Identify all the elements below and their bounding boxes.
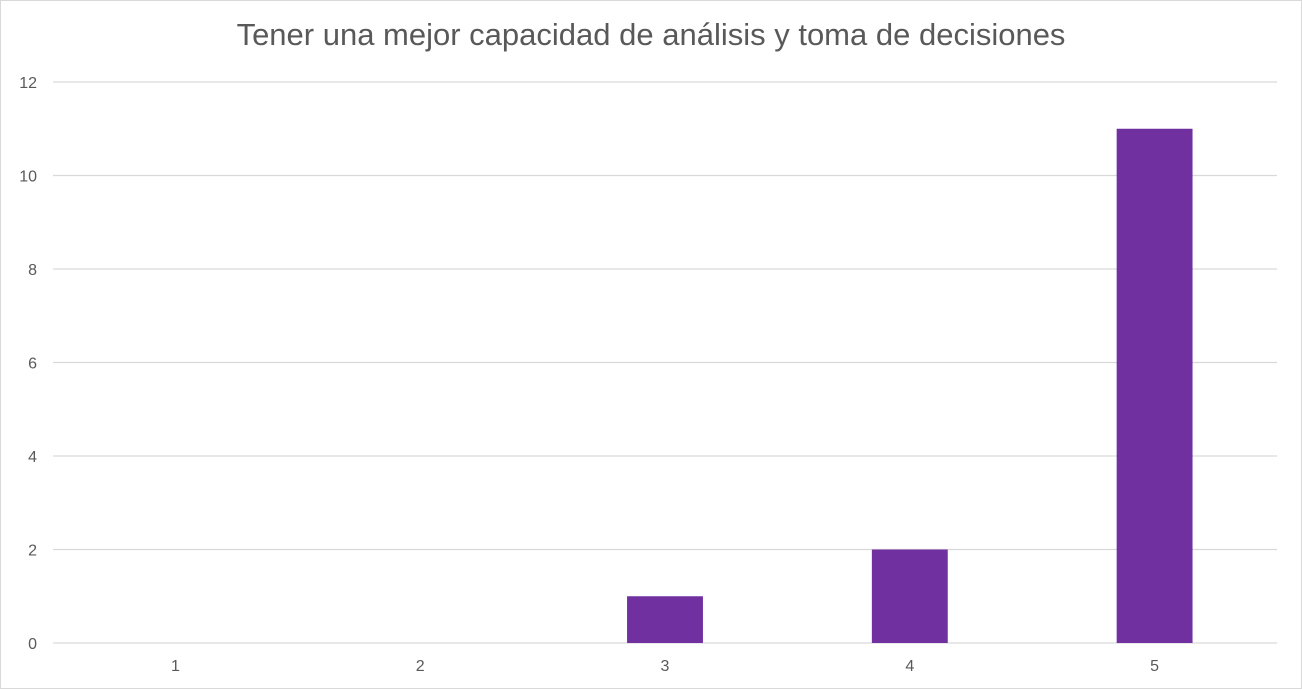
- bar-4: [871, 549, 948, 643]
- chart-title: Tener una mejor capacidad de análisis y …: [236, 17, 1066, 52]
- y-axis-ticks: 0 2 4 6 8 10 12: [19, 75, 37, 653]
- y-tick-label: 4: [28, 449, 37, 466]
- x-tick-label: 4: [905, 658, 914, 675]
- gridlines: [53, 81, 1277, 644]
- y-tick-label: 8: [28, 262, 37, 279]
- y-tick-label: 6: [28, 356, 37, 373]
- y-tick-label: 0: [28, 636, 37, 653]
- x-tick-label: 5: [1150, 658, 1159, 675]
- x-axis-ticks: 1 2 3 4 5: [171, 658, 1159, 675]
- y-tick-label: 10: [19, 169, 37, 186]
- x-tick-label: 3: [661, 658, 670, 675]
- x-tick-label: 2: [416, 658, 425, 675]
- x-tick-label: 1: [171, 658, 180, 675]
- bar-5: [1116, 128, 1193, 643]
- y-tick-label: 12: [19, 75, 37, 92]
- bars: [627, 128, 1193, 643]
- bar-3: [627, 596, 703, 643]
- y-tick-label: 2: [28, 543, 37, 560]
